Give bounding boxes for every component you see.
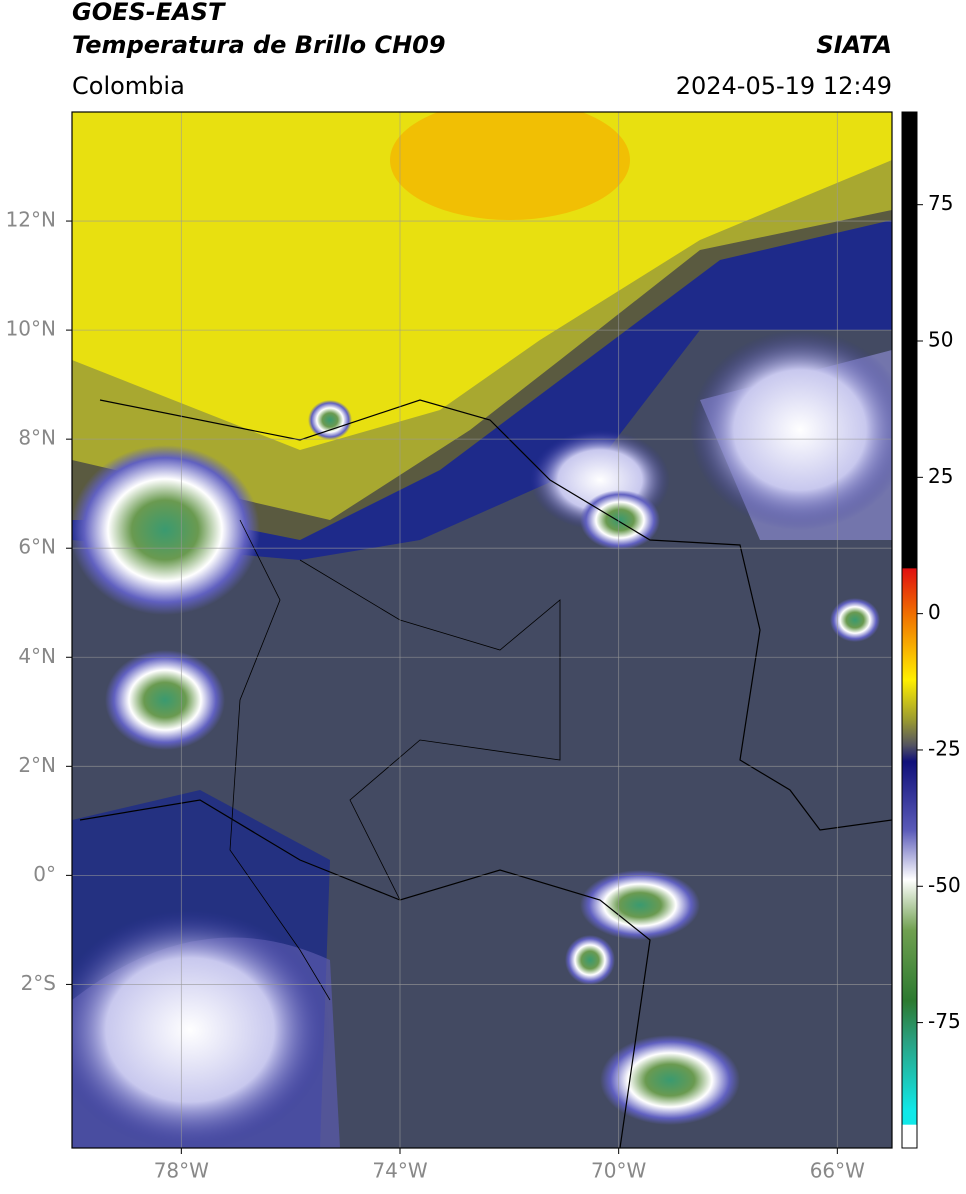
colorbar-tick-label: 0 <box>928 600 941 624</box>
map-image <box>72 112 892 1148</box>
y-tick-label: 2°S <box>21 971 56 995</box>
colorbar-tick-label: 75 <box>928 191 953 215</box>
colorbar-tick-label: -25 <box>928 736 961 760</box>
colorbar-tick-label: -50 <box>928 873 961 897</box>
x-tick-label: 78°W <box>154 1159 209 1183</box>
colorbar-tick-label: 25 <box>928 464 953 488</box>
colorbar-tick-label: -75 <box>928 1009 961 1033</box>
satellite: GOES-EAST <box>72 0 226 26</box>
product: Temperatura de Brillo CH09 <box>72 31 446 59</box>
region: Colombia <box>72 72 185 100</box>
x-tick-label: 66°W <box>810 1159 865 1183</box>
grid <box>72 112 892 1148</box>
y-tick-label: 12°N <box>6 208 56 232</box>
x-tick-label: 74°W <box>372 1159 427 1183</box>
y-tick-label: 8°N <box>18 426 56 450</box>
x-tick-label: 70°W <box>591 1159 646 1183</box>
datetime: 2024-05-19 12:49 <box>676 72 892 100</box>
y-tick-label: 2°N <box>18 753 56 777</box>
map-frame <box>71 111 893 1149</box>
y-tick-label: 0° <box>33 862 56 886</box>
colorbar-tick-label: 50 <box>928 328 953 352</box>
y-tick-label: 4°N <box>18 644 56 668</box>
source: SIATA <box>816 31 892 59</box>
y-tick-label: 6°N <box>18 535 56 559</box>
y-tick-label: 10°N <box>6 317 56 341</box>
colorbar <box>901 111 918 1149</box>
